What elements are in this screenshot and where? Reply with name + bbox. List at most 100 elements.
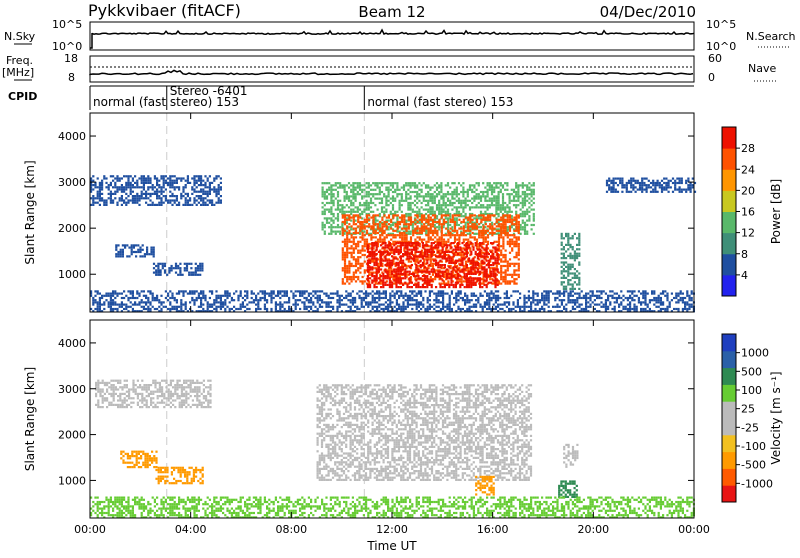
power-cell	[475, 282, 477, 284]
power-cell	[339, 299, 341, 301]
power-cell	[103, 308, 105, 310]
power-cell	[572, 266, 574, 268]
power-cell	[476, 189, 478, 191]
power-cell	[569, 246, 571, 248]
power-cell	[364, 228, 366, 230]
power-cell	[350, 211, 352, 213]
power-cell	[346, 193, 348, 195]
power-cell	[409, 249, 411, 251]
power-cell	[322, 206, 324, 208]
power-cell	[502, 219, 504, 221]
power-cell	[493, 187, 495, 189]
power-cell	[174, 188, 176, 190]
power-cell	[408, 228, 410, 230]
power-cell	[444, 284, 446, 286]
power-cell	[346, 241, 348, 243]
power-cell	[453, 255, 455, 257]
power-cell	[421, 206, 423, 208]
power-cell	[416, 193, 418, 195]
power-cell	[379, 191, 381, 193]
power-cell	[470, 262, 472, 264]
power-cell	[467, 219, 469, 221]
power-cell	[563, 261, 565, 263]
power-cell	[168, 269, 170, 271]
power-cell	[469, 225, 471, 227]
power-cell	[99, 184, 101, 186]
power-cell	[187, 180, 189, 182]
power-cell	[384, 232, 386, 234]
power-cell	[191, 177, 193, 179]
power-cell	[367, 271, 369, 273]
power-cell	[498, 195, 500, 197]
power-cell	[505, 261, 507, 263]
power-cell	[347, 295, 349, 297]
power-cell	[101, 199, 103, 201]
power-cell	[200, 191, 202, 193]
power-cell	[99, 197, 101, 199]
power-cell	[495, 206, 497, 208]
power-cell	[336, 306, 338, 308]
power-cell	[373, 253, 375, 255]
power-cell	[237, 295, 239, 297]
power-cell	[421, 191, 423, 193]
power-cell	[494, 273, 496, 275]
power-cell	[458, 182, 460, 184]
power-cell	[142, 244, 144, 246]
power-cell	[224, 301, 226, 303]
power-cell	[99, 299, 101, 301]
power-cell	[479, 255, 481, 257]
power-cell	[393, 268, 395, 270]
power-cell	[130, 193, 132, 195]
power-cell	[489, 204, 491, 206]
power-cell	[466, 279, 468, 281]
power-cell	[353, 274, 355, 276]
power-cell	[421, 221, 423, 223]
power-cell	[415, 264, 417, 266]
power-cell	[641, 180, 643, 182]
power-cell	[403, 200, 405, 202]
power-cell	[384, 255, 386, 257]
power-cell	[275, 304, 277, 306]
power-cell	[404, 271, 406, 273]
power-cell	[207, 306, 209, 308]
power-cell	[127, 175, 129, 177]
power-cell	[182, 186, 184, 188]
power-cell	[115, 249, 117, 251]
power-cell	[361, 211, 363, 213]
power-cell	[483, 217, 485, 219]
power-cell	[366, 214, 368, 216]
power-cell	[127, 182, 129, 184]
power-cell	[409, 273, 411, 275]
power-cell	[468, 271, 470, 273]
power-cell	[209, 306, 211, 308]
power-cell	[134, 197, 136, 199]
power-cell	[147, 308, 149, 310]
power-cell	[492, 262, 494, 264]
power-cell	[368, 209, 370, 211]
power-cell	[516, 228, 518, 230]
power-cell	[182, 204, 184, 206]
power-cell	[524, 213, 526, 215]
power-cell	[397, 228, 399, 230]
power-cell	[367, 246, 369, 248]
power-cell	[202, 199, 204, 201]
power-cell	[406, 244, 408, 246]
power-cell	[428, 279, 430, 281]
power-cell	[101, 188, 103, 190]
power-cell	[124, 247, 126, 249]
power-cell	[330, 231, 332, 233]
power-cell	[116, 204, 118, 206]
power-cell	[404, 268, 406, 270]
power-cell	[515, 182, 517, 184]
power-cell	[169, 175, 171, 177]
power-cell	[108, 301, 110, 303]
power-cell	[121, 301, 123, 303]
power-cell	[288, 306, 290, 308]
power-cell	[494, 257, 496, 259]
power-cell	[390, 228, 392, 230]
power-cell	[572, 246, 574, 248]
power-cell	[685, 180, 687, 182]
power-cell	[632, 178, 634, 180]
power-cell	[335, 217, 337, 219]
power-cell	[400, 277, 402, 279]
